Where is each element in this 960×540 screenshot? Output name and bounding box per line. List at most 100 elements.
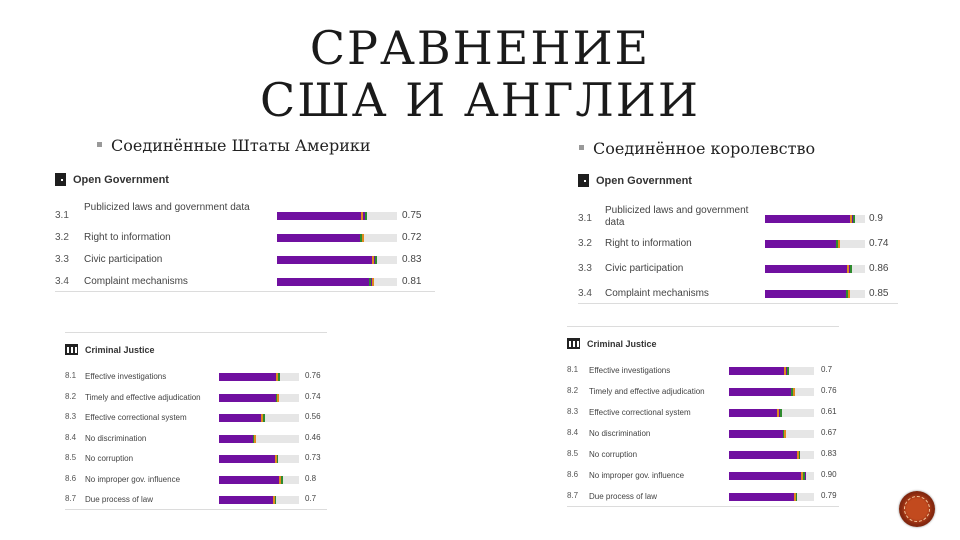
benchmark-marker [853, 215, 855, 223]
benchmark-marker [362, 234, 365, 242]
benchmark-marker [359, 234, 362, 242]
courthouse-icon [567, 338, 580, 349]
benchmark-marker [254, 434, 257, 443]
value-label: 0.9 [869, 213, 883, 224]
value-label: 0.81 [402, 276, 422, 287]
benchmark-marker [369, 278, 372, 286]
category-code: 3.1 [578, 213, 592, 224]
bar-track [729, 388, 814, 396]
bar [765, 290, 850, 298]
category-code: 8.5 [65, 453, 77, 462]
bar-track [765, 240, 865, 248]
benchmark-marker [802, 472, 805, 480]
benchmark-marker [263, 414, 265, 422]
benchmark-marker [784, 367, 787, 375]
value-label: 0.7 [821, 365, 833, 374]
bullet-square-icon [97, 142, 102, 147]
category-label: Civic participation [605, 263, 684, 274]
benchmark-marker [784, 430, 787, 438]
chart-title-text: Criminal Justice [85, 344, 155, 355]
benchmark-marker [279, 475, 281, 484]
category-code: 3.3 [55, 254, 69, 265]
chart-title-text: Criminal Justice [587, 338, 657, 349]
bar-track [277, 256, 397, 264]
category-code: 3.2 [55, 232, 69, 243]
category-label: No improper gov. influence [85, 474, 181, 484]
benchmark-marker [260, 414, 263, 422]
chart-title-text: Open Government [73, 173, 169, 186]
benchmark-marker [836, 240, 838, 248]
bar-track [729, 493, 814, 501]
value-label: 0.90 [821, 470, 837, 479]
benchmark-marker [792, 388, 795, 396]
category-label: Right to information [605, 238, 692, 249]
chart-title: Open Government [55, 173, 169, 186]
bar [765, 215, 855, 223]
category-code: 8.5 [567, 449, 579, 458]
category-code: 3.4 [578, 288, 592, 299]
panel-top-divider [567, 326, 839, 327]
panel-top-divider [65, 332, 327, 333]
bar-track [729, 430, 814, 438]
value-label: 0.46 [305, 432, 321, 442]
panel-bottom-divider [65, 509, 327, 510]
category-code: 8.7 [567, 491, 579, 500]
bar-track [219, 496, 299, 504]
bar-track [277, 234, 397, 242]
bar [219, 455, 278, 463]
value-label: 0.8 [305, 473, 317, 483]
panel-bottom-divider [567, 506, 839, 507]
panel-bottom-divider [55, 291, 435, 292]
category-label: Effective correctional system [85, 413, 187, 422]
benchmark-marker [794, 493, 797, 501]
category-label: Effective investigations [589, 366, 671, 375]
bar-track [219, 475, 299, 484]
bar-track [219, 373, 299, 381]
category-label: Publicized laws and government data [605, 205, 749, 228]
benchmark-marker [780, 409, 782, 417]
benchmark-marker [847, 265, 849, 273]
category-label: Due process of law [589, 492, 658, 501]
benchmark-marker [278, 373, 281, 381]
category-label: No discrimination [589, 429, 651, 438]
door-icon [578, 174, 589, 187]
chart-title: Criminal Justice [65, 344, 155, 355]
category-label: Civic participation [84, 254, 163, 265]
value-label: 0.76 [305, 371, 321, 380]
category-code: 3.3 [578, 263, 592, 274]
benchmark-marker [371, 278, 374, 286]
benchmark-marker [371, 256, 374, 264]
slide-title-line1: СРАВНЕНИЕ [309, 21, 651, 75]
category-code: 8.3 [567, 407, 579, 416]
benchmark-marker [364, 212, 367, 220]
value-label: 0.56 [305, 412, 321, 421]
category-code: 8.2 [65, 391, 77, 401]
category-label: No improper gov. influence [589, 471, 685, 480]
category-code: 8.6 [567, 470, 579, 479]
category-code: 8.7 [65, 494, 77, 503]
value-label: 0.79 [821, 491, 837, 500]
benchmark-marker [777, 409, 780, 417]
chart-title-text: Open Government [596, 174, 692, 187]
category-label: No discrimination [85, 433, 147, 443]
bar [765, 265, 851, 273]
category-code: 3.1 [55, 210, 69, 221]
category-code: 8.4 [65, 432, 77, 442]
bar [277, 278, 375, 286]
category-label: No corruption [589, 450, 638, 459]
benchmark-marker [801, 472, 804, 480]
bar-track [219, 414, 299, 422]
bar [729, 430, 786, 438]
bar-track [729, 472, 814, 480]
bar-track [765, 290, 865, 298]
bar-track [729, 367, 814, 375]
bar [219, 373, 280, 381]
category-label: Right to information [84, 232, 171, 243]
category-label: Publicized laws and government data [84, 202, 250, 213]
bar-track [219, 393, 299, 402]
usa-heading: Соединённые Штаты Америки [97, 136, 371, 155]
category-label: Effective investigations [85, 372, 167, 381]
category-label: Timely and effective adjudication [85, 392, 201, 402]
benchmark-marker [850, 265, 852, 273]
bar [729, 409, 781, 417]
